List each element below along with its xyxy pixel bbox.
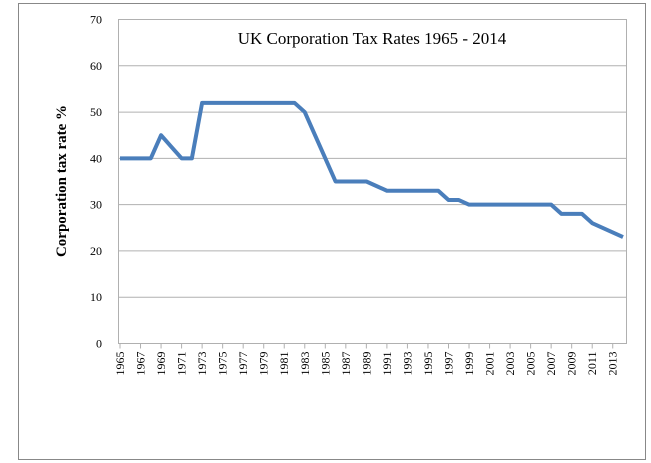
x-tick-label: 1987 (339, 352, 353, 376)
x-tick-label: 1995 (421, 352, 435, 376)
data-line (120, 100, 624, 239)
x-tick-label: 2003 (503, 352, 517, 376)
x-tick-label: 1967 (134, 352, 148, 376)
x-tick-label: 2005 (524, 352, 538, 376)
y-tick-label: 60 (90, 59, 102, 73)
y-tick-label: 40 (90, 151, 102, 165)
y-tick-label: 50 (90, 105, 102, 119)
y-axis-label: Corporation tax rate % (54, 105, 70, 257)
y-tick-label: 10 (90, 290, 102, 304)
y-tick-label: 20 (90, 244, 102, 258)
x-tick-label: 1975 (216, 352, 230, 376)
x-tick-label: 1983 (298, 352, 312, 376)
y-tick-label: 0 (96, 337, 102, 351)
x-tick-label: 1985 (318, 352, 332, 376)
x-tick-label: 1979 (257, 352, 271, 376)
x-tick-label: 1965 (113, 352, 127, 376)
x-tick-label: 1981 (277, 352, 291, 376)
x-tick-label: 1989 (359, 352, 373, 376)
x-tick-label: 1973 (195, 352, 209, 376)
chart-frame (18, 3, 646, 460)
x-tick-label: 1977 (236, 352, 250, 376)
y-tick-label: 70 (90, 13, 102, 27)
x-tick-label: 1997 (441, 352, 455, 376)
y-tick-label: 30 (90, 198, 102, 212)
x-tick-label: 2007 (544, 352, 558, 376)
x-tick-label: 2013 (606, 352, 620, 376)
x-tick-label: 1991 (380, 352, 394, 376)
x-tick-label: 2011 (585, 352, 599, 376)
chart-title: UK Corporation Tax Rates 1965 - 2014 (238, 29, 507, 48)
x-tick-label: 2001 (483, 352, 497, 376)
x-tick-label: 1999 (462, 352, 476, 376)
x-tick-label: 1969 (154, 352, 168, 376)
x-tick-label: 1971 (175, 352, 189, 376)
x-tick-label: 2009 (565, 352, 579, 376)
x-tick-label: 1993 (400, 352, 414, 376)
